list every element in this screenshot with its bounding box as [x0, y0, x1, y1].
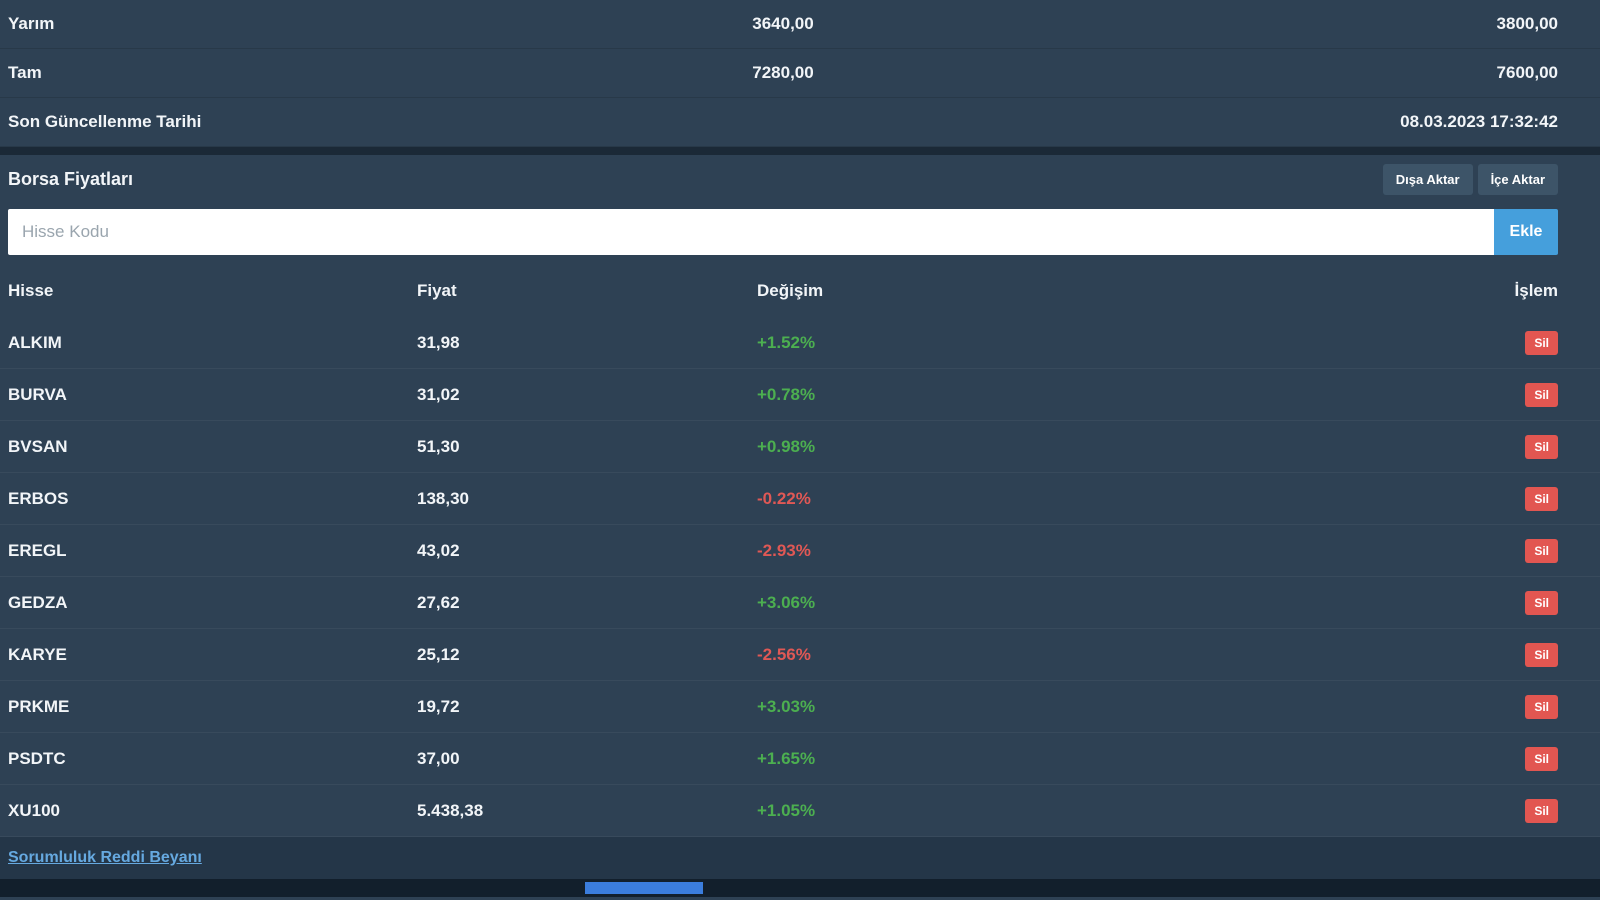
footer: Sorumluluk Reddi Beyanı [0, 837, 1600, 879]
stock-price: 27,62 [417, 592, 460, 612]
stock-change: +3.03% [757, 696, 816, 716]
stock-price: 138,30 [417, 488, 469, 508]
table-row: XU100 5.438,38 +1.05% Sil [0, 785, 1600, 837]
bottom-strip [0, 879, 1600, 897]
summary-section: Yarım 3640,00 3800,00 Tam 7280,00 7600,0… [0, 0, 1600, 147]
add-stock-row: Ekle [8, 209, 1558, 255]
import-button[interactable]: İçe Aktar [1477, 163, 1558, 195]
table-row: PSDTC 37,00 +1.65% Sil [0, 733, 1600, 785]
delete-button[interactable]: Sil [1525, 642, 1558, 667]
stock-price: 31,02 [417, 384, 460, 404]
stock-code: BVSAN [8, 436, 68, 456]
delete-button[interactable]: Sil [1525, 798, 1558, 823]
header-buttons: Dışa Aktar İçe Aktar [1378, 163, 1558, 195]
table-row: BURVA 31,02 +0.78% Sil [0, 369, 1600, 421]
column-header-stock: Hisse [8, 281, 54, 300]
last-update-timestamp: 08.03.2023 17:32:42 [1400, 112, 1558, 131]
export-button[interactable]: Dışa Aktar [1382, 163, 1473, 195]
summary-row-last-update: Son Güncellenme Tarihi 08.03.2023 17:32:… [0, 98, 1600, 147]
stock-price: 5.438,38 [417, 800, 484, 820]
delete-button[interactable]: Sil [1525, 590, 1558, 615]
table-row: BVSAN 51,30 +0.98% Sil [0, 421, 1600, 473]
stock-table: Hisse Fiyat Değişim İşlem ALKIM 31,98 +1… [0, 265, 1600, 837]
stock-code: ALKIM [8, 332, 62, 352]
stock-price: 31,98 [417, 332, 460, 352]
stock-price: 43,02 [417, 540, 460, 560]
page-title: Borsa Fiyatları [8, 168, 134, 189]
delete-button[interactable]: Sil [1525, 382, 1558, 407]
stock-code: ERBOS [8, 488, 69, 508]
column-header-action: İşlem [1514, 281, 1558, 300]
delete-button[interactable]: Sil [1525, 746, 1558, 771]
stock-change: +0.98% [757, 436, 816, 456]
delete-button[interactable]: Sil [1525, 694, 1558, 719]
disclaimer-link[interactable]: Sorumluluk Reddi Beyanı [8, 849, 202, 866]
summary-label: Son Güncellenme Tarihi [8, 112, 202, 131]
stock-change: +1.52% [757, 332, 816, 352]
stock-price: 25,12 [417, 644, 460, 664]
table-row: ALKIM 31,98 +1.52% Sil [0, 317, 1600, 369]
stock-code: PRKME [8, 696, 70, 716]
stock-price: 37,00 [417, 748, 460, 768]
table-row: KARYE 25,12 -2.56% Sil [0, 629, 1600, 681]
stock-code: GEDZA [8, 592, 68, 612]
stock-code: EREGL [8, 540, 67, 560]
summary-row: Tam 7280,00 7600,00 [0, 49, 1600, 98]
stock-table-body: ALKIM 31,98 +1.52% Sil BURVA 31,02 +0.78… [0, 317, 1600, 837]
summary-right-value: 7600,00 [1496, 63, 1558, 82]
summary-mid-value: 7280,00 [752, 63, 814, 82]
stock-change: +1.05% [757, 800, 816, 820]
summary-label: Tam [8, 63, 42, 82]
section-header: Borsa Fiyatları Dışa Aktar İçe Aktar [0, 155, 1600, 203]
stock-code-input[interactable] [8, 209, 1494, 255]
delete-button[interactable]: Sil [1525, 486, 1558, 511]
delete-button[interactable]: Sil [1525, 330, 1558, 355]
stock-change: -0.22% [757, 488, 811, 508]
column-header-price: Fiyat [417, 281, 457, 300]
stock-code: XU100 [8, 800, 60, 820]
stock-price: 51,30 [417, 436, 460, 456]
stock-change: +0.78% [757, 384, 816, 404]
add-button[interactable]: Ekle [1494, 209, 1558, 255]
stock-change: -2.93% [757, 540, 811, 560]
summary-right-value: 3800,00 [1496, 14, 1558, 33]
table-row: GEDZA 27,62 +3.06% Sil [0, 577, 1600, 629]
summary-mid-value: 3640,00 [752, 14, 814, 33]
stock-change: -2.56% [757, 644, 811, 664]
stock-code: PSDTC [8, 748, 66, 768]
stock-code: BURVA [8, 384, 67, 404]
table-row: EREGL 43,02 -2.93% Sil [0, 525, 1600, 577]
summary-row: Yarım 3640,00 3800,00 [0, 0, 1600, 49]
stock-change: +1.65% [757, 748, 816, 768]
delete-button[interactable]: Sil [1525, 538, 1558, 563]
column-header-change: Değişim [757, 281, 824, 300]
delete-button[interactable]: Sil [1525, 434, 1558, 459]
stock-code: KARYE [8, 644, 67, 664]
horizontal-scrollbar-thumb[interactable] [585, 882, 703, 894]
section-divider [0, 147, 1600, 155]
stock-price: 19,72 [417, 696, 460, 716]
table-row: ERBOS 138,30 -0.22% Sil [0, 473, 1600, 525]
table-row: PRKME 19,72 +3.03% Sil [0, 681, 1600, 733]
stock-change: +3.06% [757, 592, 816, 612]
summary-label: Yarım [8, 14, 55, 33]
table-header-row: Hisse Fiyat Değişim İşlem [0, 265, 1600, 317]
